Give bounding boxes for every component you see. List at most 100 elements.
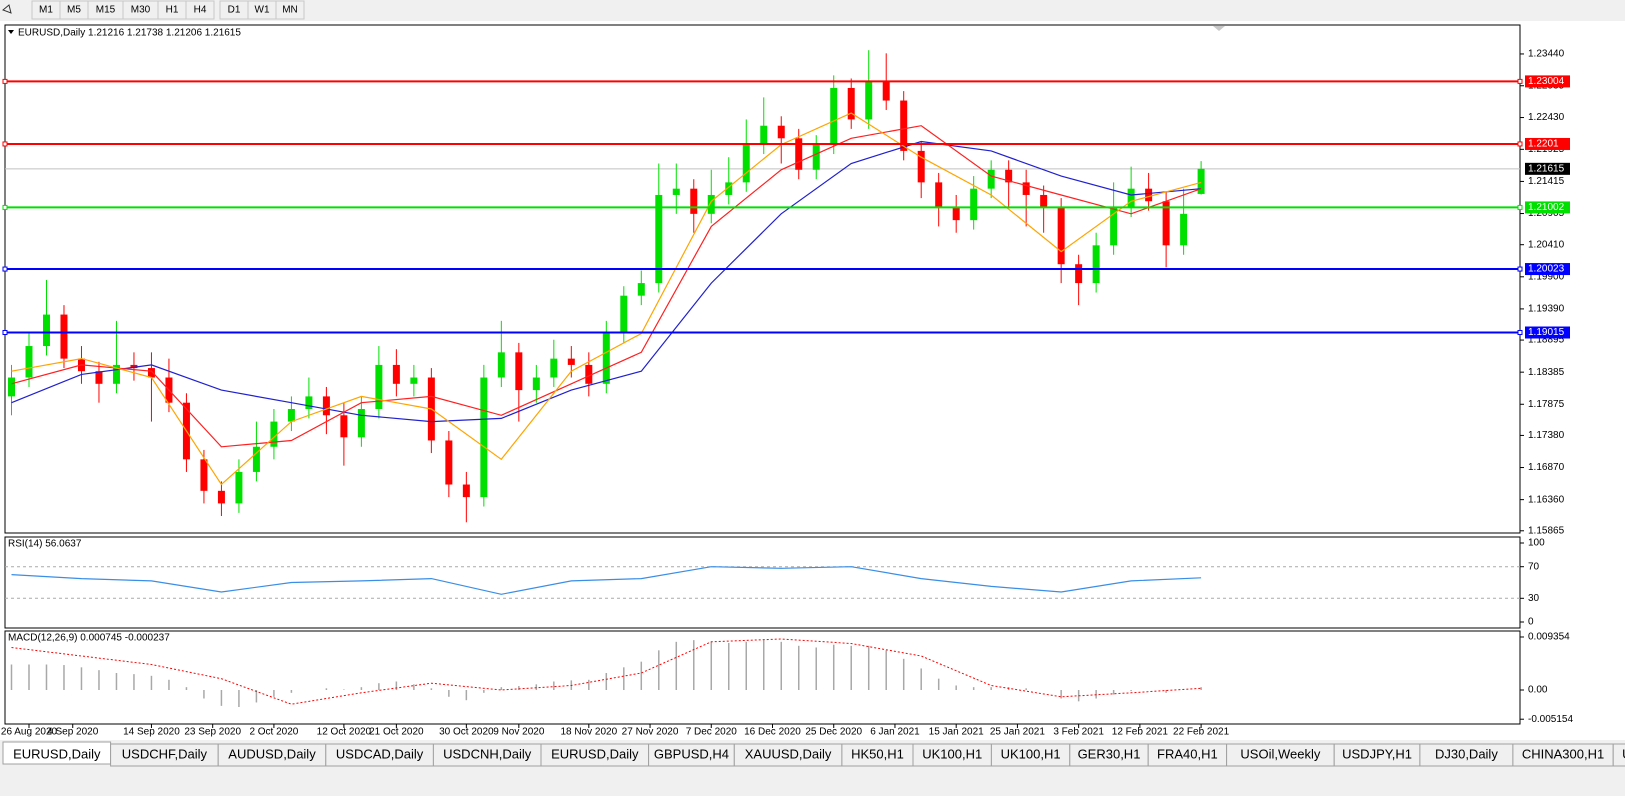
x-tick-label: 14 Sep 2020 [123, 727, 180, 738]
tab-label[interactable]: GER30,H1 [1078, 746, 1141, 761]
tab[interactable]: USDCNH,Daily [432, 743, 542, 767]
moving-average [11, 112, 1202, 486]
candle-body [42, 314, 50, 347]
tab[interactable]: EURUSD,Daily [540, 743, 650, 767]
timeframe-label[interactable]: W1 [255, 5, 270, 16]
candle-body [585, 364, 593, 384]
candle-body [445, 440, 453, 485]
timeframe-label[interactable]: H4 [194, 5, 207, 16]
candle-body [462, 484, 470, 498]
tab[interactable]: DJ30,Daily [1419, 743, 1514, 767]
tab-label[interactable]: AUDUSD,Daily [228, 746, 316, 761]
level-label: 1.20023 [1528, 264, 1565, 275]
tab-label[interactable]: USDCNH,Daily [443, 746, 532, 761]
candle-body [1145, 188, 1153, 202]
candle-body [550, 358, 558, 378]
candle-body [812, 144, 820, 170]
moving-average [11, 140, 1202, 423]
candle-body [637, 283, 645, 296]
candle-body [1057, 207, 1065, 265]
rsi-panel [4, 536, 1521, 629]
tab-label[interactable]: CHINA300,H1 [1522, 746, 1604, 761]
y-tick-label: 0.009354 [1528, 632, 1570, 643]
tab[interactable]: USDCHF,Daily [110, 743, 219, 767]
tab[interactable]: UK100,H1 [912, 743, 992, 767]
level-handle [1517, 204, 1523, 210]
chart-title: EURUSD,Daily 1.21216 1.21738 1.21206 1.2… [18, 28, 241, 39]
tab[interactable]: GER30,H1 [1069, 743, 1149, 767]
tab-label[interactable]: XAUUSD,Daily [745, 746, 832, 761]
tab-label[interactable]: UK100,H1 [1001, 746, 1061, 761]
tab[interactable]: USDCAD,Daily [325, 743, 434, 767]
level-label-box [1525, 201, 1570, 214]
tab[interactable]: EURUSD,Daily [2, 741, 112, 765]
candle-body [1180, 213, 1188, 246]
level-label-box [1525, 75, 1570, 88]
candle-body [497, 352, 505, 378]
y-tick-label: 0.00 [1528, 685, 1548, 696]
x-tick-label: 12 Oct 2020 [317, 727, 372, 738]
candle-body [147, 368, 155, 378]
level-handle [1517, 78, 1523, 84]
y-tick-label: 1.17875 [1528, 399, 1565, 410]
candle-body [1127, 188, 1135, 208]
timeframe-button[interactable] [185, 0, 215, 20]
timeframe-label[interactable]: M5 [67, 5, 81, 16]
candle-body [1022, 182, 1030, 195]
candle-body [25, 346, 33, 378]
tab[interactable]: CHINA300,H1 [1512, 743, 1614, 767]
candle-body [480, 377, 488, 498]
candle-body [235, 471, 243, 504]
candle-body [1162, 201, 1170, 246]
tab[interactable]: USDJPY,H1 [1333, 743, 1421, 767]
tab[interactable]: XAUUSD,Daily [733, 743, 843, 767]
toolbar [0, 0, 1625, 21]
tab-label[interactable]: USOil,Weekly [1240, 746, 1320, 761]
indicator-title: RSI(14) 56.0637 [8, 539, 82, 550]
tab[interactable]: GBPUSD,H4 [648, 743, 735, 767]
candle-body [287, 408, 295, 422]
y-tick-label: 1.18385 [1528, 367, 1565, 378]
y-tick-label: 100 [1528, 538, 1545, 549]
tab-label[interactable]: EURUSD,Daily [13, 746, 101, 761]
tab-label[interactable]: USDCAD,Daily [336, 746, 424, 761]
x-tick-label: 12 Feb 2021 [1112, 727, 1169, 738]
collapse-icon [8, 30, 14, 34]
candle-body [707, 194, 715, 214]
timeframe-label[interactable]: MN [282, 5, 298, 16]
tab[interactable]: U [1612, 743, 1625, 767]
tab-label[interactable]: HK50,H1 [851, 746, 904, 761]
tab-label[interactable]: GBPUSD,H4 [654, 746, 729, 761]
timeframe-label[interactable]: M30 [131, 5, 151, 16]
timeframe-label[interactable]: M15 [96, 5, 116, 16]
candle-body [322, 396, 330, 416]
tab-label[interactable]: USDCHF,Daily [122, 746, 208, 761]
timeframe-label[interactable]: H1 [166, 5, 179, 16]
level-label: 1.21002 [1528, 202, 1565, 213]
y-tick-label: 1.22430 [1528, 112, 1565, 123]
level-label: 1.19015 [1528, 327, 1565, 338]
tab[interactable]: USOil,Weekly [1226, 743, 1335, 767]
x-tick-label: 15 Jan 2021 [929, 727, 984, 738]
tab-label[interactable]: USDJPY,H1 [1342, 746, 1412, 761]
tab-label[interactable]: U [1622, 746, 1625, 761]
y-tick-label: 0 [1528, 617, 1534, 628]
tab[interactable]: AUDUSD,Daily [217, 743, 327, 767]
x-tick-label: 6 Jan 2021 [870, 727, 920, 738]
tab-background[interactable] [1612, 743, 1625, 767]
timeframe-label[interactable]: D1 [228, 5, 241, 16]
tab-label[interactable]: EURUSD,Daily [551, 746, 639, 761]
timeframe-label[interactable]: M1 [39, 5, 53, 16]
tab-label[interactable]: UK100,H1 [922, 746, 982, 761]
signal-line [11, 638, 1202, 705]
last-price-box [1525, 162, 1570, 175]
level-handle [2, 78, 8, 84]
tab[interactable]: FRA40,H1 [1147, 743, 1228, 767]
tab[interactable]: HK50,H1 [841, 743, 914, 767]
tab-label[interactable]: FRA40,H1 [1157, 746, 1218, 761]
timeframe-button[interactable] [275, 0, 305, 20]
candle-body [410, 377, 418, 384]
tab[interactable]: UK100,H1 [990, 743, 1071, 767]
tab-label[interactable]: DJ30,Daily [1435, 746, 1498, 761]
candle-body [830, 87, 838, 145]
